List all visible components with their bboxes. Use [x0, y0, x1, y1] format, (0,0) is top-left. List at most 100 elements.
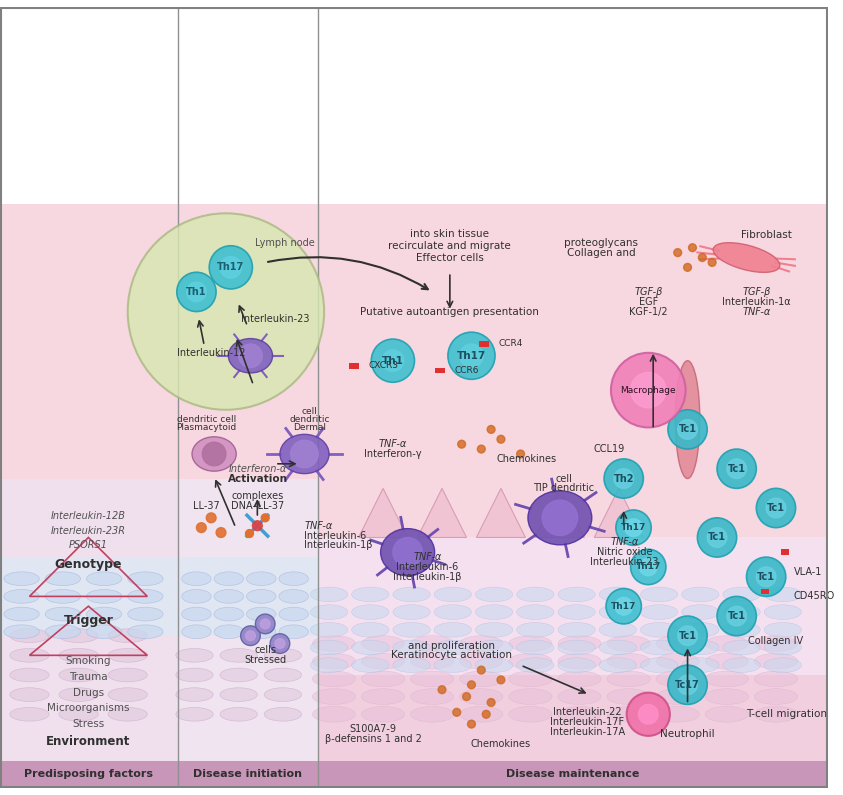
Circle shape [438, 686, 446, 694]
Circle shape [615, 597, 632, 615]
Circle shape [604, 459, 643, 498]
Ellipse shape [214, 590, 244, 603]
Text: Nitric oxide: Nitric oxide [597, 547, 652, 557]
Ellipse shape [682, 640, 719, 655]
Ellipse shape [192, 436, 236, 471]
Text: Microorganisms: Microorganisms [47, 704, 130, 713]
Ellipse shape [723, 622, 760, 637]
Ellipse shape [280, 434, 329, 474]
Bar [0, 762, 828, 788]
Circle shape [631, 549, 666, 584]
Circle shape [631, 372, 666, 408]
Circle shape [245, 529, 254, 537]
Ellipse shape [127, 213, 325, 409]
Ellipse shape [313, 671, 356, 687]
Ellipse shape [182, 625, 212, 638]
Circle shape [697, 518, 737, 557]
Ellipse shape [517, 605, 554, 619]
Text: dendritic cell: dendritic cell [177, 415, 236, 424]
Ellipse shape [517, 640, 554, 655]
Circle shape [727, 607, 747, 626]
Text: Tc1: Tc1 [679, 425, 696, 434]
Ellipse shape [656, 688, 700, 704]
Circle shape [747, 557, 786, 596]
Text: TNF-α: TNF-α [610, 537, 639, 548]
Circle shape [717, 449, 756, 488]
Ellipse shape [434, 622, 471, 637]
Ellipse shape [656, 636, 700, 651]
Ellipse shape [607, 707, 650, 722]
Ellipse shape [682, 622, 719, 637]
Ellipse shape [675, 361, 700, 479]
Text: Chemokines: Chemokines [471, 739, 531, 749]
Ellipse shape [310, 640, 347, 655]
Ellipse shape [656, 707, 700, 722]
Text: Interleukin-22: Interleukin-22 [553, 708, 621, 717]
Ellipse shape [362, 636, 405, 651]
Circle shape [477, 445, 486, 453]
Ellipse shape [475, 605, 513, 619]
Text: Interleukin-1β: Interleukin-1β [304, 541, 373, 550]
Circle shape [727, 459, 747, 479]
Ellipse shape [108, 668, 148, 682]
Circle shape [207, 513, 216, 523]
Ellipse shape [475, 657, 513, 673]
Text: Collagen IV: Collagen IV [749, 635, 803, 646]
Text: EGF: EGF [639, 297, 658, 307]
Circle shape [261, 514, 269, 522]
Ellipse shape [87, 572, 121, 586]
Circle shape [487, 425, 495, 433]
Text: Interferon-γ: Interferon-γ [364, 449, 422, 459]
Circle shape [717, 596, 756, 636]
Ellipse shape [246, 572, 276, 586]
Ellipse shape [214, 607, 244, 621]
Ellipse shape [656, 671, 700, 687]
Ellipse shape [607, 688, 650, 704]
Ellipse shape [108, 649, 148, 662]
Circle shape [239, 344, 262, 367]
Circle shape [459, 344, 483, 367]
Text: CCL19: CCL19 [593, 444, 625, 454]
Text: Predisposing factors: Predisposing factors [24, 770, 153, 779]
Text: Trauma: Trauma [69, 672, 108, 682]
Circle shape [463, 692, 470, 700]
Text: Collagen and: Collagen and [566, 247, 636, 258]
Ellipse shape [393, 605, 430, 619]
Circle shape [240, 626, 260, 646]
Ellipse shape [682, 605, 719, 619]
Text: Drugs: Drugs [72, 688, 104, 698]
Text: Interleukin-17F: Interleukin-17F [550, 717, 625, 727]
Circle shape [684, 263, 691, 271]
Polygon shape [358, 488, 408, 537]
Ellipse shape [108, 629, 148, 642]
Ellipse shape [264, 668, 302, 682]
Ellipse shape [641, 657, 678, 673]
Circle shape [616, 510, 651, 545]
Ellipse shape [764, 587, 802, 602]
Circle shape [186, 282, 207, 302]
Ellipse shape [182, 607, 212, 621]
Text: Th17: Th17 [611, 602, 636, 611]
Ellipse shape [723, 640, 760, 655]
Ellipse shape [182, 590, 212, 603]
Ellipse shape [475, 587, 513, 602]
Circle shape [371, 339, 415, 382]
Ellipse shape [754, 671, 797, 687]
Text: β-defensins 1 and 2: β-defensins 1 and 2 [325, 734, 422, 744]
Text: Macrophage: Macrophage [620, 386, 676, 394]
Circle shape [668, 665, 707, 704]
Text: cell: cell [556, 474, 572, 483]
Bar [178, 204, 319, 479]
Text: Disease maintenance: Disease maintenance [506, 770, 639, 779]
Text: Th2: Th2 [614, 474, 634, 483]
Circle shape [542, 500, 577, 536]
Circle shape [625, 519, 642, 537]
Bar [480, 341, 489, 347]
Ellipse shape [607, 636, 650, 651]
Ellipse shape [599, 587, 636, 602]
Ellipse shape [352, 587, 389, 602]
Ellipse shape [558, 636, 601, 651]
Text: VLA-1: VLA-1 [793, 567, 822, 577]
Ellipse shape [528, 491, 592, 545]
Circle shape [255, 614, 275, 634]
